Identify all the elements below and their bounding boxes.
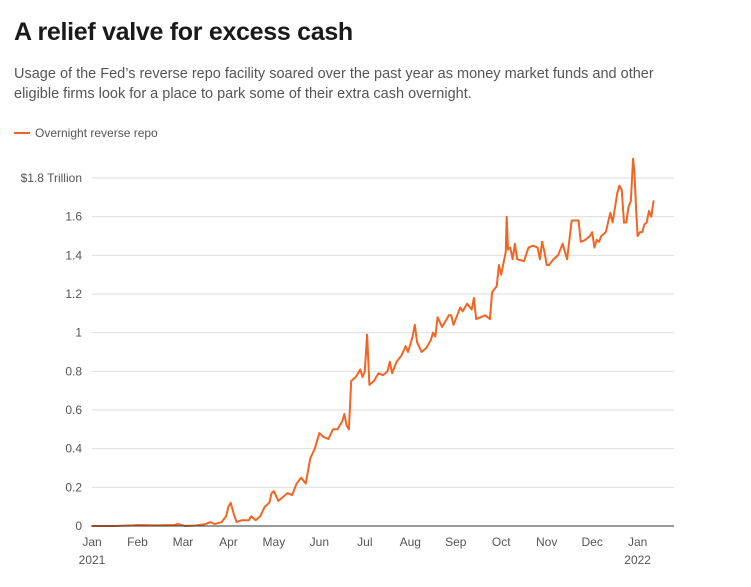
y-tick-label: 0.2: [65, 480, 82, 494]
legend-line-swatch: [14, 132, 30, 134]
x-tick-label: Aug: [400, 535, 421, 549]
chart-title: A relief valve for excess cash: [14, 18, 353, 46]
x-tick-label: Nov: [536, 535, 557, 549]
x-tick-label: Jan: [82, 535, 101, 549]
x-tick-label: Feb: [127, 535, 148, 549]
x-tick-label: Sep: [445, 535, 467, 549]
y-tick-label: 0.8: [65, 364, 82, 378]
x-tick-year-label: 2022: [624, 553, 651, 567]
y-tick-label: 0.4: [65, 442, 82, 456]
x-tick-label: May: [263, 535, 286, 549]
x-tick-label: Oct: [492, 535, 511, 549]
series-line-overnight-reverse-repo: [91, 157, 655, 527]
x-tick-label: Dec: [581, 535, 602, 549]
x-tick-label: Jan: [628, 535, 647, 549]
gridlines: [92, 177, 674, 488]
x-tick-year-label: 2021: [79, 553, 106, 567]
legend-label: Overnight reverse repo: [35, 126, 158, 140]
x-tick-label: Jul: [357, 535, 372, 549]
x-tick-label: Jun: [310, 535, 329, 549]
y-tick-label: 1.2: [65, 287, 82, 301]
legend: Overnight reverse repo: [14, 126, 158, 140]
x-tick-label: Apr: [219, 535, 238, 549]
y-tick-label: 1.4: [65, 248, 82, 262]
y-tick-label: 1.6: [65, 210, 82, 224]
y-axis-tick-labels: 0 0.2 0.4 0.6 0.8 1 1.2 1.4 1.6 $1.8 Trillion: [21, 171, 83, 533]
y-tick-label: $1.8 Trillion: [21, 171, 82, 185]
y-tick-label: 0: [75, 519, 82, 533]
x-axis-tick-labels: Jan 2021 Feb Mar Apr May Jun Jul Aug Sep Oct Nov Dec…: [79, 535, 652, 567]
chart-subtitle: Usage of the Fed’s reverse repo facility…: [14, 66, 654, 102]
series-layer: [91, 157, 655, 527]
y-tick-label: 0.6: [65, 403, 82, 417]
y-tick-label: 1: [75, 326, 82, 340]
x-tick-label: Mar: [173, 535, 194, 549]
